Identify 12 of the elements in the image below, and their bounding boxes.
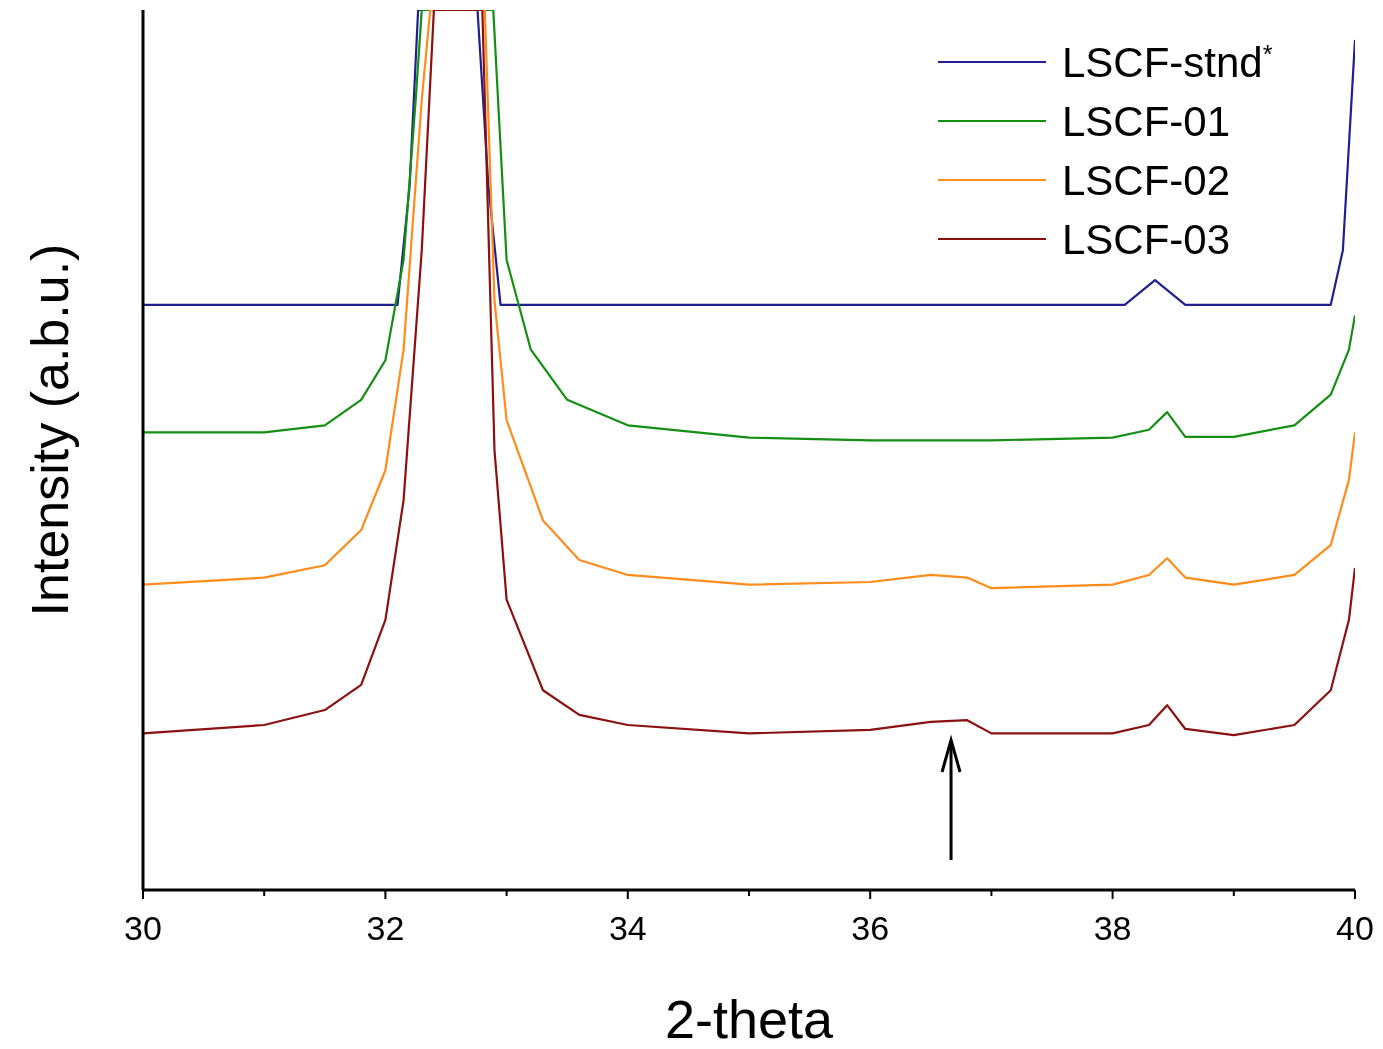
- y-axis-title: Intensity (a.b.u.): [21, 243, 79, 617]
- legend-label: LSCF-03: [1062, 216, 1231, 263]
- x-axis-title: 2-theta: [664, 989, 835, 1049]
- x-tick-label: 32: [366, 909, 405, 947]
- legend-label: LSCF-stnd$^{*}$: [1062, 39, 1273, 86]
- legend-label: LSCF-02: [1062, 157, 1231, 204]
- legend-label: LSCF-01: [1062, 98, 1231, 145]
- x-tick-label: 38: [1093, 909, 1132, 947]
- x-tick-label: 34: [608, 909, 647, 947]
- x-tick-label: 40: [1336, 909, 1374, 947]
- x-tick-label: 30: [124, 909, 162, 947]
- x-tick-label: 36: [851, 909, 890, 947]
